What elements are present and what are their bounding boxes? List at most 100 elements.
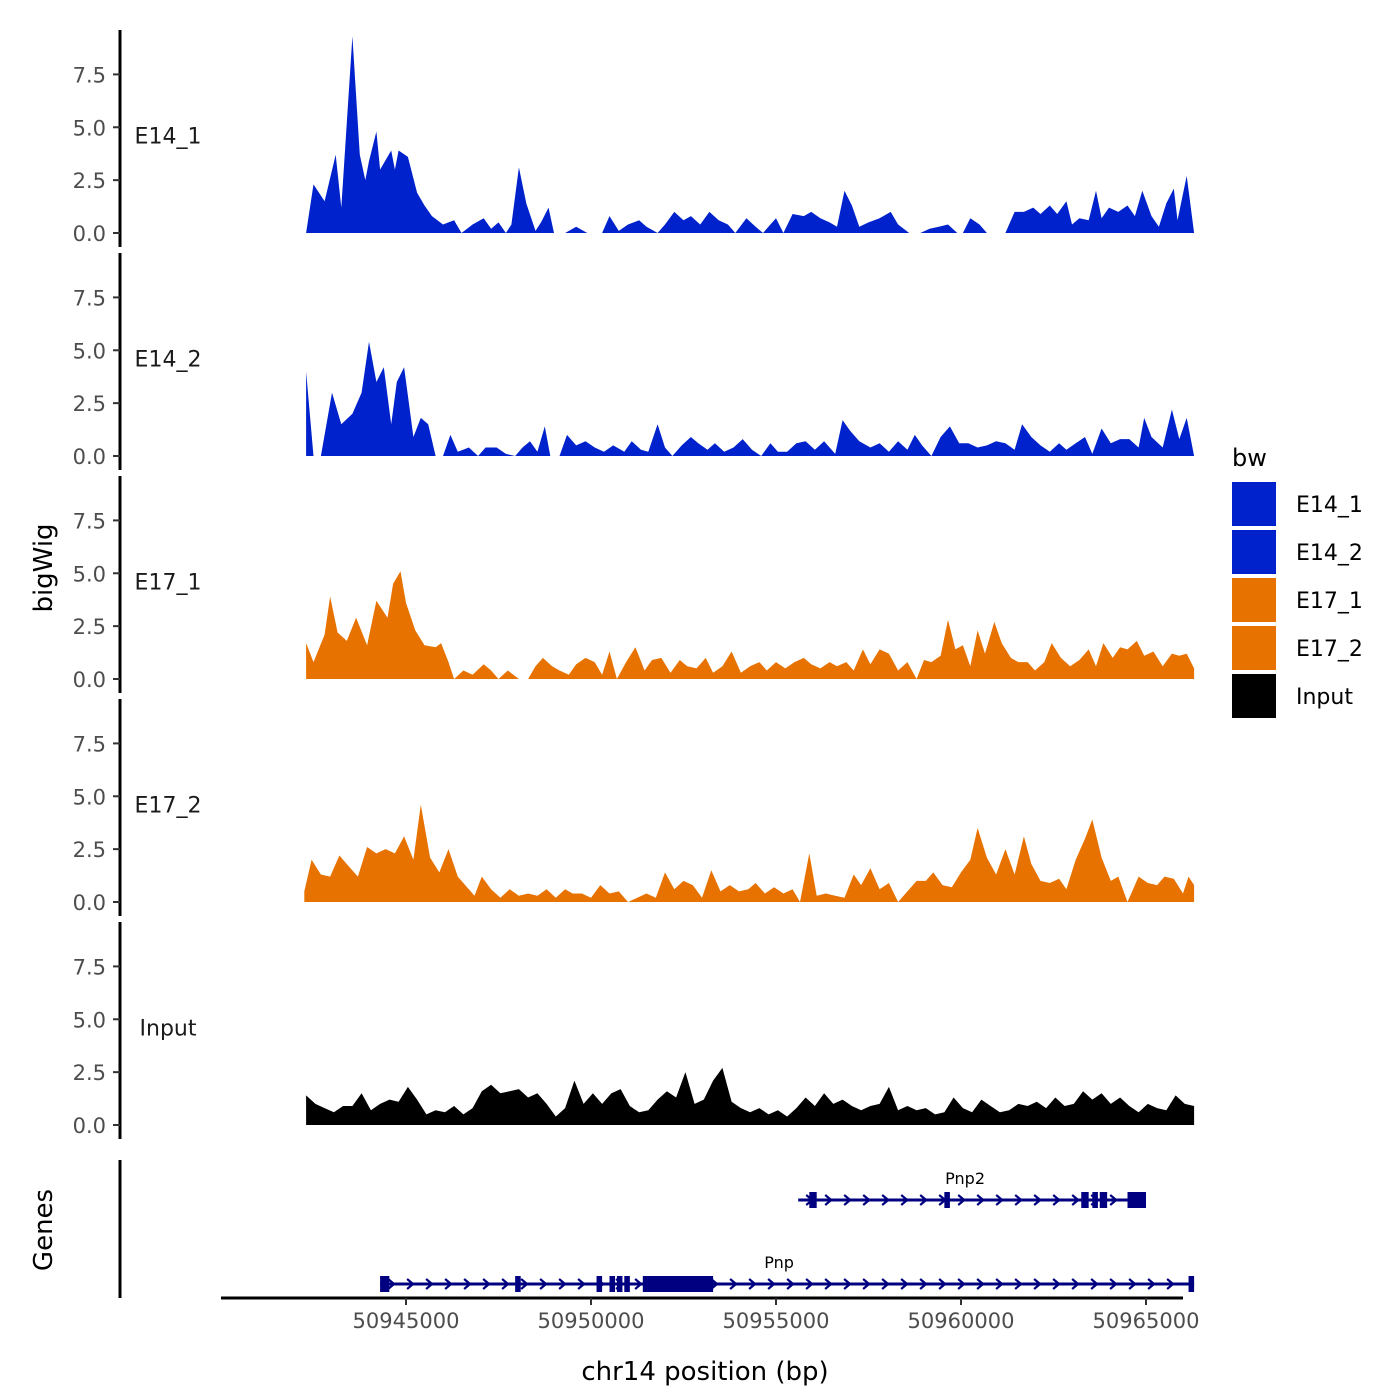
y-tick-label: 0.0 xyxy=(73,445,106,469)
strand-arrow xyxy=(558,1278,567,1290)
track-label: E14_2 xyxy=(135,347,202,372)
strand-arrow xyxy=(957,1278,966,1290)
y-tick-label: 7.5 xyxy=(73,63,106,87)
y-tick-label: 2.5 xyxy=(73,392,106,416)
strand-arrow xyxy=(995,1194,1004,1206)
x-tick-label: 50960000 xyxy=(908,1309,1015,1333)
signal-area-e17_1 xyxy=(306,571,1195,679)
y-tick-label: 2.5 xyxy=(73,1061,106,1085)
exon-block xyxy=(944,1192,950,1208)
exon-block xyxy=(624,1276,630,1292)
strand-arrow xyxy=(1033,1194,1042,1206)
strand-arrow xyxy=(900,1278,909,1290)
strand-arrow xyxy=(748,1278,757,1290)
legend-label: E14_1 xyxy=(1296,493,1363,518)
exon-block xyxy=(596,1276,603,1292)
legend-label: E17_2 xyxy=(1296,637,1363,662)
strand-arrow xyxy=(786,1278,795,1290)
exon-block xyxy=(1081,1192,1089,1208)
strand-arrow xyxy=(520,1278,529,1290)
exon-block xyxy=(380,1276,390,1292)
track-panel-e14_1: 0.0 2.5 5.0 7.5 E14_1 xyxy=(73,30,1195,247)
legend-label: E14_2 xyxy=(1296,541,1363,566)
strand-arrow xyxy=(862,1194,871,1206)
legend-item-e14_2: E14_2 xyxy=(1232,530,1363,574)
y-tick-label: 5.0 xyxy=(73,1008,106,1032)
exon-block xyxy=(1127,1192,1146,1208)
strand-arrow xyxy=(1052,1194,1061,1206)
legend-swatch xyxy=(1232,578,1276,622)
x-axis-title: chr14 position (bp) xyxy=(581,1357,828,1387)
exon-block xyxy=(1188,1276,1195,1292)
strand-arrow xyxy=(463,1278,472,1290)
strand-arrow xyxy=(1052,1278,1061,1290)
strand-arrow xyxy=(805,1278,814,1290)
y-tick-label: 2.5 xyxy=(73,838,106,862)
strand-arrow xyxy=(1014,1194,1023,1206)
strand-arrow xyxy=(387,1278,396,1290)
strand-arrow xyxy=(824,1194,833,1206)
genes-axis-title: Genes xyxy=(29,1189,59,1271)
track-panel-input: 0.0 2.5 5.0 7.5 Input xyxy=(73,922,1195,1139)
strand-arrow xyxy=(976,1194,985,1206)
legend-swatch xyxy=(1232,482,1276,526)
legend: E14_1 E14_2 E17_1 E17_2 Input xyxy=(1232,482,1363,718)
legend-label: Input xyxy=(1296,685,1353,710)
strand-arrow xyxy=(957,1194,966,1206)
strand-arrow xyxy=(1071,1194,1080,1206)
legend-label: E17_1 xyxy=(1296,589,1363,614)
y-tick-label: 0.0 xyxy=(73,1114,106,1138)
strand-arrow xyxy=(843,1278,852,1290)
y-tick-label: 2.5 xyxy=(73,615,106,639)
strand-arrow xyxy=(501,1278,510,1290)
exon-block xyxy=(642,1276,714,1292)
strand-arrow xyxy=(919,1278,928,1290)
strand-arrow xyxy=(1014,1278,1023,1290)
strand-arrow xyxy=(995,1278,1004,1290)
x-axis: 50945000 50950000 50955000 50960000 50965000 xyxy=(221,1296,1200,1333)
strand-arrow xyxy=(1090,1278,1099,1290)
track-panel-e17_2: 0.0 2.5 5.0 7.5 E17_2 xyxy=(73,699,1195,916)
y-tick-label: 7.5 xyxy=(73,955,106,979)
legend-swatch xyxy=(1232,530,1276,574)
y-tick-label: 7.5 xyxy=(73,509,106,533)
legend-item-input: Input xyxy=(1232,674,1353,718)
strand-arrow xyxy=(938,1278,947,1290)
track-label: E17_2 xyxy=(135,793,202,818)
exon-block xyxy=(1099,1192,1108,1208)
y-tick-label: 2.5 xyxy=(73,169,106,193)
y-tick-label: 5.0 xyxy=(73,562,106,586)
y-tick-label: 0.0 xyxy=(73,222,106,246)
signal-area-input xyxy=(306,1067,1195,1125)
strand-arrow xyxy=(1147,1278,1156,1290)
y-tick-label: 5.0 xyxy=(73,785,106,809)
strand-arrow xyxy=(634,1278,643,1290)
track-label: E14_1 xyxy=(135,124,202,149)
y-tick-label: 7.5 xyxy=(73,732,106,756)
y-tick-label: 5.0 xyxy=(73,116,106,140)
signal-tracks: 0.0 2.5 5.0 7.5 E14_1 0.0 2.5 5.0 7.5 E14_2 0.0 2.5… xyxy=(73,30,1195,1139)
gene-name-label: Pnp xyxy=(764,1253,794,1272)
strand-arrow xyxy=(729,1278,738,1290)
x-tick-label: 50965000 xyxy=(1093,1309,1200,1333)
exon-block xyxy=(515,1276,521,1292)
legend-title: bw xyxy=(1232,444,1267,472)
strand-arrow xyxy=(843,1194,852,1206)
strand-arrow xyxy=(976,1278,985,1290)
gene-name-label: Pnp2 xyxy=(945,1169,985,1188)
strand-arrow xyxy=(482,1278,491,1290)
strand-arrow xyxy=(577,1278,586,1290)
strand-arrow xyxy=(425,1278,434,1290)
y-tick-label: 0.0 xyxy=(73,668,106,692)
exon-block xyxy=(809,1192,817,1208)
x-tick-label: 50955000 xyxy=(723,1309,830,1333)
strand-arrow xyxy=(406,1278,415,1290)
track-label: Input xyxy=(140,1016,197,1041)
strand-arrow xyxy=(881,1278,890,1290)
x-tick-label: 50950000 xyxy=(538,1309,645,1333)
legend-item-e17_1: E17_1 xyxy=(1232,578,1363,622)
y-tick-label: 0.0 xyxy=(73,891,106,915)
strand-arrow xyxy=(1071,1278,1080,1290)
legend-item-e14_1: E14_1 xyxy=(1232,482,1363,526)
